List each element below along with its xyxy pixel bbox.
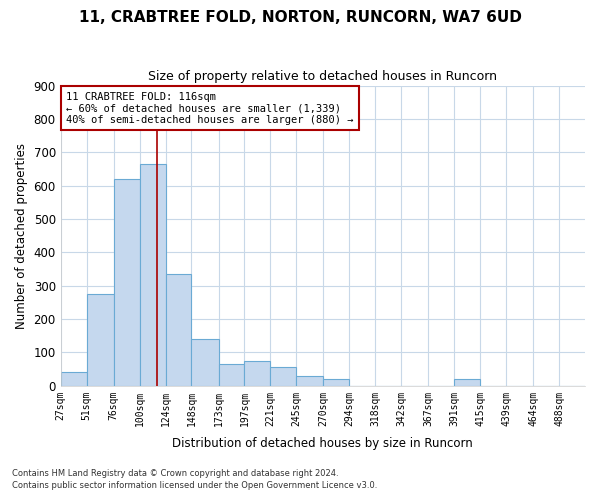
Text: Contains HM Land Registry data © Crown copyright and database right 2024.
Contai: Contains HM Land Registry data © Crown c… — [12, 469, 377, 490]
Bar — [86, 294, 113, 386]
Bar — [296, 376, 323, 386]
Bar — [113, 179, 140, 386]
Bar — [271, 368, 296, 386]
Bar — [323, 379, 349, 386]
Bar — [191, 339, 218, 386]
Bar — [244, 361, 271, 386]
Title: Size of property relative to detached houses in Runcorn: Size of property relative to detached ho… — [148, 70, 497, 83]
Text: 11 CRABTREE FOLD: 116sqm
← 60% of detached houses are smaller (1,339)
40% of sem: 11 CRABTREE FOLD: 116sqm ← 60% of detach… — [66, 92, 353, 125]
Bar — [218, 364, 244, 386]
Bar — [61, 372, 86, 386]
Bar — [140, 164, 166, 386]
Bar — [454, 379, 480, 386]
Bar — [166, 274, 191, 386]
Y-axis label: Number of detached properties: Number of detached properties — [15, 142, 28, 328]
X-axis label: Distribution of detached houses by size in Runcorn: Distribution of detached houses by size … — [172, 437, 473, 450]
Text: 11, CRABTREE FOLD, NORTON, RUNCORN, WA7 6UD: 11, CRABTREE FOLD, NORTON, RUNCORN, WA7 … — [79, 10, 521, 25]
